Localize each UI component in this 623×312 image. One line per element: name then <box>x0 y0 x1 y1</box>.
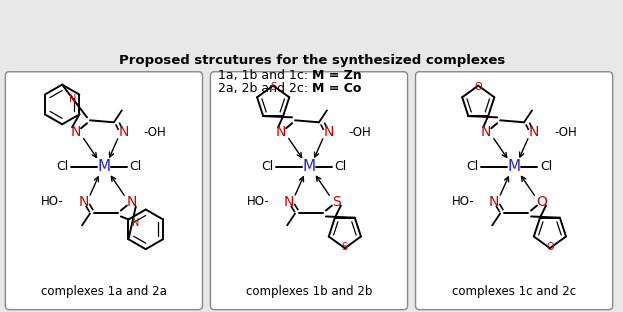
Text: N: N <box>284 195 294 209</box>
Text: Proposed strcutures for the synthesized complexes: Proposed strcutures for the synthesized … <box>119 54 505 67</box>
Text: O: O <box>546 242 554 252</box>
Text: M: M <box>508 159 521 174</box>
Text: Cl: Cl <box>466 160 478 173</box>
Text: Cl: Cl <box>335 160 347 173</box>
Text: 2a, 2b and 2c:: 2a, 2b and 2c: <box>218 82 312 95</box>
Text: N: N <box>481 125 492 139</box>
Text: Cl: Cl <box>56 160 69 173</box>
Text: HO-: HO- <box>247 195 269 208</box>
Text: Cl: Cl <box>261 160 273 173</box>
Text: O: O <box>536 195 548 209</box>
Text: Cl: Cl <box>130 160 142 173</box>
Text: S: S <box>342 242 348 252</box>
FancyBboxPatch shape <box>6 72 202 310</box>
Text: N: N <box>71 125 81 139</box>
Text: N: N <box>126 195 137 209</box>
Text: M = Zn: M = Zn <box>312 69 362 82</box>
Text: S: S <box>270 82 276 92</box>
Text: complexes 1b and 2b: complexes 1b and 2b <box>246 285 372 298</box>
Text: HO-: HO- <box>41 195 64 208</box>
FancyBboxPatch shape <box>211 72 407 310</box>
Text: complexes 1a and 2a: complexes 1a and 2a <box>41 285 167 298</box>
Text: -OH: -OH <box>144 126 166 139</box>
FancyBboxPatch shape <box>416 72 612 310</box>
Text: N: N <box>276 125 287 139</box>
Text: S: S <box>333 195 341 209</box>
Text: M: M <box>302 159 316 174</box>
Text: Cl: Cl <box>540 160 552 173</box>
Text: -OH: -OH <box>349 126 371 139</box>
Text: 1a, 1b and 1c:: 1a, 1b and 1c: <box>218 69 312 82</box>
Text: HO-: HO- <box>452 195 474 208</box>
Text: M = Co: M = Co <box>312 82 361 95</box>
Text: N: N <box>118 125 129 139</box>
Text: N: N <box>489 195 500 209</box>
Text: O: O <box>475 82 482 92</box>
Text: N: N <box>324 125 334 139</box>
Text: complexes 1c and 2c: complexes 1c and 2c <box>452 285 576 298</box>
Text: N: N <box>529 125 539 139</box>
Text: -OH: -OH <box>554 126 577 139</box>
Text: N: N <box>79 195 89 209</box>
Text: N: N <box>131 218 139 228</box>
Text: M: M <box>97 159 110 174</box>
Text: N: N <box>69 94 76 104</box>
